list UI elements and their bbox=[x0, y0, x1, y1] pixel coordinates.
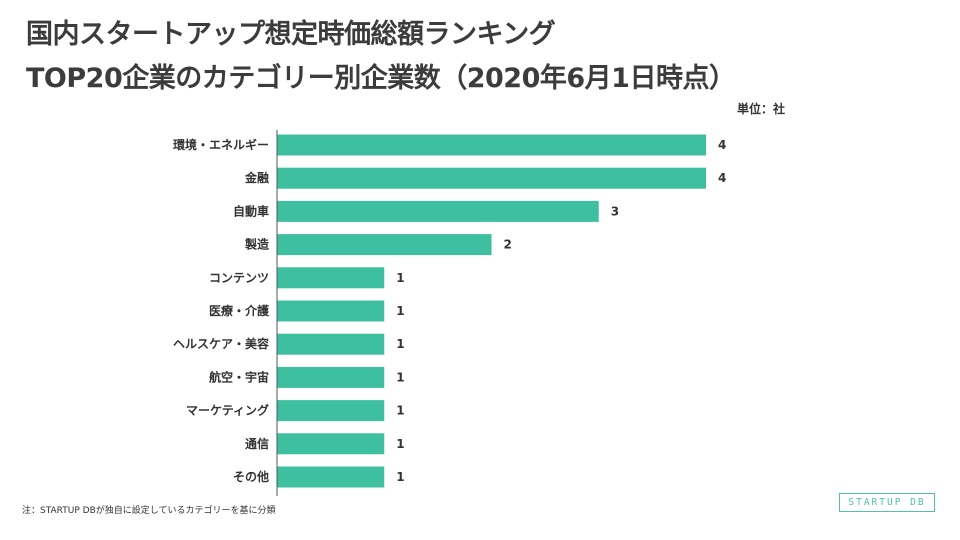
category-label: 航空・宇宙 bbox=[209, 369, 269, 384]
category-label: 金融 bbox=[244, 170, 269, 185]
value-label: 2 bbox=[504, 238, 512, 252]
category-label: 通信 bbox=[245, 436, 269, 451]
category-label: 自動車 bbox=[233, 203, 269, 218]
bar bbox=[277, 333, 385, 355]
value-label: 3 bbox=[611, 204, 619, 218]
value-label: 1 bbox=[396, 337, 404, 351]
bar bbox=[277, 466, 385, 488]
bar bbox=[277, 134, 706, 156]
bar bbox=[277, 200, 599, 222]
unit-label: 単位：社 bbox=[737, 102, 786, 116]
value-label: 4 bbox=[718, 138, 726, 152]
value-label: 1 bbox=[396, 437, 404, 451]
category-label: マーケティング bbox=[186, 403, 269, 418]
category-label: ヘルスケア・美容 bbox=[173, 336, 269, 351]
bar bbox=[277, 234, 492, 256]
bars-group: 環境・エネルギー 4 金融 4 自動車 3 製造 2 コンテンツ 1 医療・介護 1 ヘルスケア・美容 1… bbox=[173, 134, 726, 488]
bar bbox=[277, 366, 385, 388]
bar bbox=[277, 300, 385, 322]
bar bbox=[277, 433, 385, 455]
bar bbox=[277, 267, 385, 289]
footnote: 注：STARTUP DBが独自に設定しているカテゴリーを基に分類 bbox=[22, 506, 276, 516]
category-label: 医療・介護 bbox=[209, 303, 270, 318]
startup-db-logo: STARTUP DB bbox=[839, 493, 935, 512]
bar bbox=[277, 167, 706, 189]
category-label: コンテンツ bbox=[209, 271, 269, 285]
value-label: 1 bbox=[396, 304, 404, 318]
value-label: 4 bbox=[718, 171, 726, 185]
value-label: 1 bbox=[396, 271, 404, 285]
category-label: 製造 bbox=[244, 237, 270, 252]
category-label: その他 bbox=[233, 469, 269, 484]
chart-title-line1: 国内スタートアップ想定時価総額ランキング bbox=[26, 19, 556, 50]
value-label: 1 bbox=[396, 370, 404, 384]
value-label: 1 bbox=[396, 404, 404, 418]
value-label: 1 bbox=[396, 470, 404, 484]
chart-title-line2: TOP20企業のカテゴリー別企業数（2020年6月1日時点） bbox=[26, 63, 736, 94]
bar bbox=[277, 400, 385, 422]
category-label: 環境・エネルギー bbox=[173, 137, 269, 152]
